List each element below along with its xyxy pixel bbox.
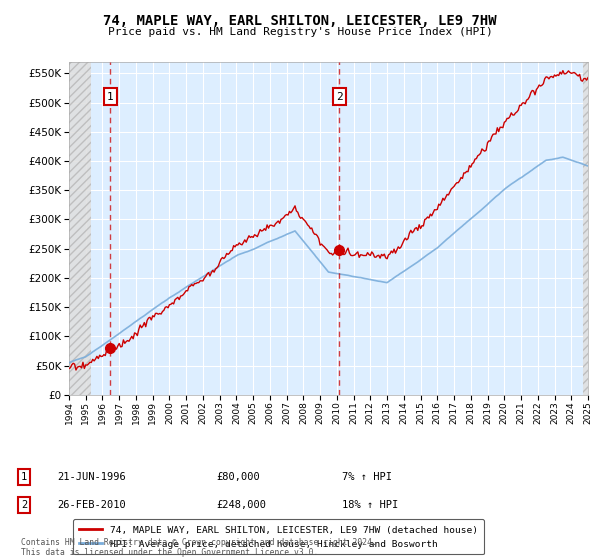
Legend: 74, MAPLE WAY, EARL SHILTON, LEICESTER, LE9 7HW (detached house), HPI: Average p: 74, MAPLE WAY, EARL SHILTON, LEICESTER, … (73, 520, 484, 554)
Bar (583, 62, 588, 395)
Text: 1: 1 (107, 92, 114, 101)
Text: Contains HM Land Registry data © Crown copyright and database right 2024.
This d: Contains HM Land Registry data © Crown c… (21, 538, 377, 557)
Text: 7% ↑ HPI: 7% ↑ HPI (342, 472, 392, 482)
Text: 21-JUN-1996: 21-JUN-1996 (57, 472, 126, 482)
Text: 2: 2 (21, 500, 27, 510)
Text: 74, MAPLE WAY, EARL SHILTON, LEICESTER, LE9 7HW: 74, MAPLE WAY, EARL SHILTON, LEICESTER, … (103, 14, 497, 28)
Bar (69, 62, 91, 395)
Text: 26-FEB-2010: 26-FEB-2010 (57, 500, 126, 510)
Text: Price paid vs. HM Land Registry's House Price Index (HPI): Price paid vs. HM Land Registry's House … (107, 27, 493, 37)
Text: 1: 1 (21, 472, 27, 482)
Text: £248,000: £248,000 (216, 500, 266, 510)
Text: 2: 2 (336, 92, 343, 101)
Text: 18% ↑ HPI: 18% ↑ HPI (342, 500, 398, 510)
Text: £80,000: £80,000 (216, 472, 260, 482)
